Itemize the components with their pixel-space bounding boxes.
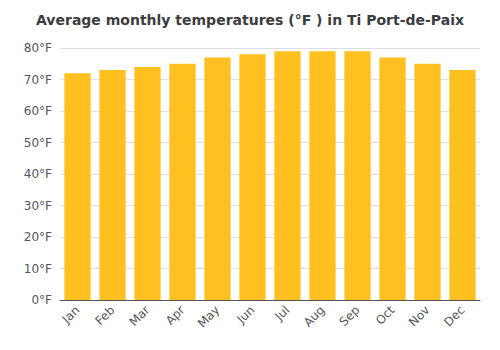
svg-text:50°F: 50°F	[24, 136, 52, 150]
svg-text:Jun: Jun	[234, 303, 258, 327]
svg-text:0°F: 0°F	[31, 293, 52, 307]
svg-text:May: May	[195, 303, 222, 330]
svg-text:Aug: Aug	[301, 303, 327, 329]
svg-text:Dec: Dec	[441, 303, 467, 329]
svg-text:Apr: Apr	[163, 303, 188, 328]
svg-text:80°F: 80°F	[24, 41, 52, 55]
svg-text:Jan: Jan	[59, 303, 83, 327]
svg-text:Mar: Mar	[127, 303, 153, 329]
svg-text:70°F: 70°F	[24, 73, 52, 87]
svg-text:Sep: Sep	[337, 303, 363, 329]
svg-text:Oct: Oct	[373, 303, 398, 328]
svg-text:20°F: 20°F	[24, 230, 52, 244]
svg-text:Average monthly temperatures (: Average monthly temperatures (°F ) in Ti…	[36, 12, 464, 28]
svg-text:Feb: Feb	[93, 303, 118, 328]
svg-text:Jul: Jul	[272, 303, 293, 324]
svg-text:40°F: 40°F	[24, 167, 52, 181]
svg-text:60°F: 60°F	[24, 104, 52, 118]
svg-text:10°F: 10°F	[24, 262, 52, 276]
svg-text:Nov: Nov	[406, 303, 432, 329]
svg-text:30°F: 30°F	[24, 199, 52, 213]
